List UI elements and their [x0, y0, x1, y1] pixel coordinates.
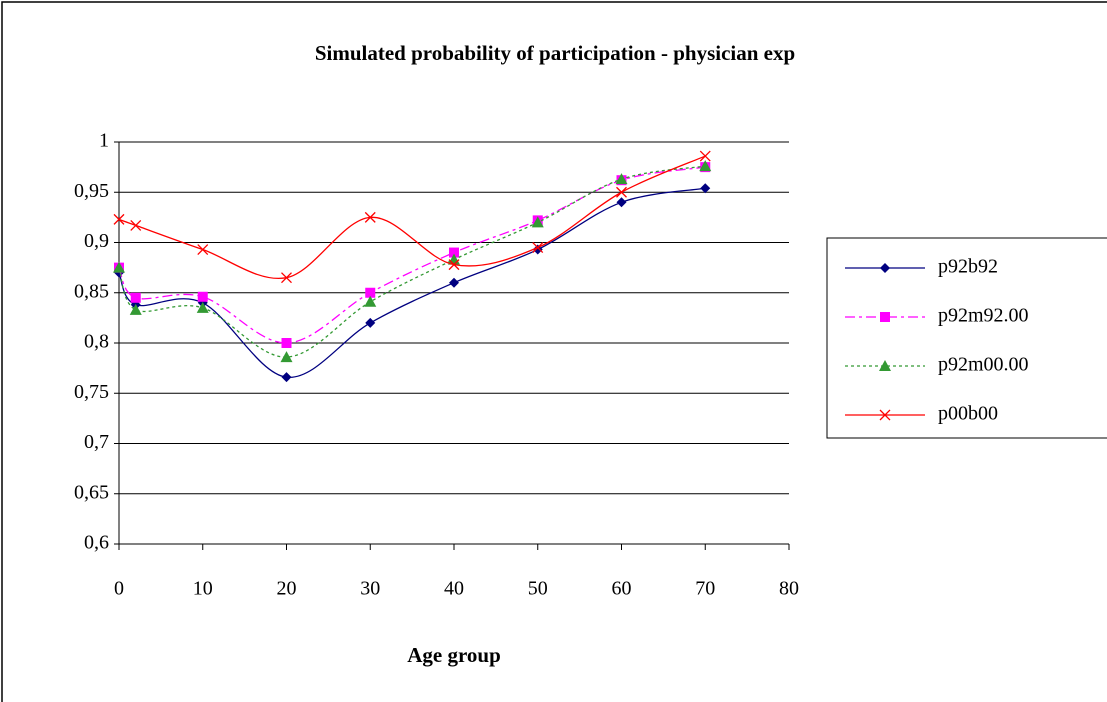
marker	[448, 259, 460, 271]
x-tick-label: 60	[612, 578, 632, 600]
marker	[699, 150, 711, 162]
y-tick-label: 0,85	[74, 280, 109, 302]
x-tick-label: 50	[528, 578, 548, 600]
marker	[615, 173, 628, 185]
marker	[281, 372, 292, 383]
marker	[449, 247, 459, 258]
marker	[113, 261, 125, 273]
marker	[196, 301, 209, 313]
x-tick-label: 40	[444, 578, 464, 600]
y-tick-label: 0,65	[74, 481, 109, 503]
marker	[365, 287, 376, 298]
x-axis-title: Age group	[407, 643, 501, 667]
marker	[130, 219, 142, 231]
legend-label: p92m92.00	[938, 305, 1029, 327]
x-tick-label: 70	[695, 578, 715, 600]
marker	[532, 242, 544, 253]
marker	[531, 216, 544, 228]
marker	[197, 244, 209, 255]
marker	[281, 338, 292, 348]
y-tick-label: 0,7	[84, 431, 109, 453]
y-tick-label: 0,9	[84, 230, 109, 252]
legend-marker	[880, 263, 890, 273]
y-tick-label: 0,6	[84, 532, 109, 554]
marker	[113, 213, 125, 225]
legend-marker	[879, 360, 891, 371]
marker	[130, 292, 141, 303]
marker	[364, 211, 376, 223]
marker	[281, 272, 292, 284]
chart-title: Simulated probability of participation -…	[315, 41, 795, 65]
marker	[449, 277, 459, 288]
legend-box	[826, 237, 1107, 439]
x-tick-label: 10	[193, 578, 213, 600]
marker	[699, 160, 712, 172]
x-tick-label: 30	[360, 578, 380, 600]
marker	[197, 291, 208, 302]
marker	[280, 351, 293, 363]
series-line	[118, 155, 706, 280]
y-tick-label: 0,8	[84, 331, 109, 353]
x-tick-label: 0	[114, 578, 124, 600]
marker	[129, 303, 142, 315]
marker	[365, 317, 376, 328]
legend-label: p92b92	[938, 256, 998, 278]
marker	[616, 186, 627, 198]
legend-label: p00b00	[938, 403, 998, 425]
legend-marker	[879, 409, 891, 421]
marker	[616, 197, 627, 208]
x-tick-label: 20	[277, 578, 297, 600]
y-tick-label: 1	[99, 130, 109, 152]
y-tick-label: 0,75	[74, 381, 109, 403]
legend-label: p92m00.00	[938, 354, 1029, 376]
x-tick-label: 80	[779, 578, 799, 600]
marker	[364, 295, 377, 307]
legend-marker	[880, 312, 890, 322]
y-tick-label: 0,95	[74, 180, 109, 202]
marker	[700, 183, 711, 194]
